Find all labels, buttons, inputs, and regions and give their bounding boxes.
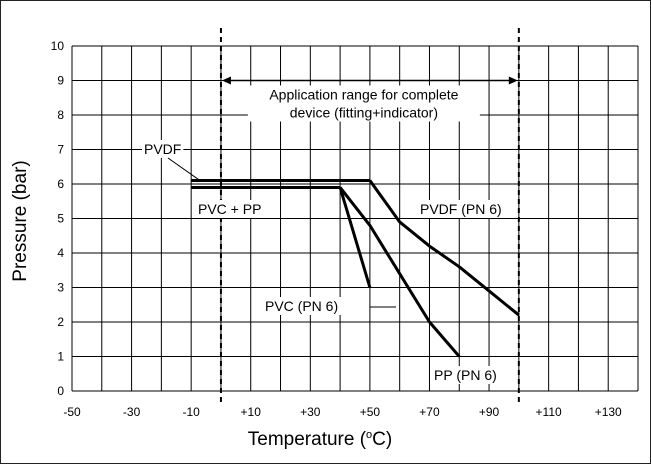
series-pvdf-pn-6 (368, 179, 520, 317)
x-tick-label: +90 (479, 405, 500, 419)
label-pp-pn6: PP (PN 6) (434, 367, 497, 383)
x-axis-title-end: C) (372, 429, 392, 450)
y-tick-label: 3 (57, 281, 64, 295)
arrow-head-right-icon (508, 76, 518, 85)
x-tick-label: +130 (595, 405, 622, 419)
x-tick-label: +70 (419, 405, 440, 419)
y-tick-label: 7 (57, 143, 64, 157)
label-bg-pp-pn6 (431, 366, 500, 384)
x-tick-label: +10 (241, 405, 262, 419)
label-bg-pvc-pp (195, 200, 265, 218)
tick-labels: -50 -30 -10 +10 +30 +50 +70 +90 +110 +130 0 1 2 3 4 5 6 7… (51, 39, 622, 419)
y-tick-label: 6 (57, 177, 64, 191)
label-bg-pvdf-pn6 (417, 200, 505, 218)
label-pvdf: PVDF (144, 141, 181, 157)
annotations: PVDF PVC + PP PVDF (PN 6) PVC (PN 6) PP … (142, 140, 505, 384)
label-pvdf-pn6: PVDF (PN 6) (420, 201, 502, 217)
y-tick-label: 0 (57, 384, 64, 398)
range-label-line2: device (fitting+indicator) (290, 105, 438, 121)
series-pvc-pn-6 (338, 187, 372, 288)
arrow-head-left-icon (221, 76, 231, 85)
x-tick-label: +50 (360, 405, 381, 419)
y-tick-label: 1 (57, 350, 64, 364)
series (191, 179, 520, 358)
y-tick-label: 5 (57, 212, 64, 226)
x-tick-label: -30 (123, 405, 141, 419)
x-tick-label: +110 (536, 405, 562, 419)
x-axis-title-degree: o (366, 429, 372, 441)
x-tick-label: -10 (182, 405, 200, 419)
label-bg-pvc-pn6 (262, 297, 342, 315)
x-axis-title-main: Temperature ( (248, 429, 367, 450)
leader-pvdf (167, 157, 201, 181)
x-axis-title: Temperature (oC) (248, 429, 392, 450)
x-tick-label: +30 (300, 405, 321, 419)
range-label-background (247, 85, 480, 122)
range-label-line1: Application range for complete (269, 87, 458, 103)
y-axis-title: Pressure (bar) (10, 160, 31, 281)
label-bg-pvdf (142, 140, 184, 158)
application-range: Application range for complete device (f… (219, 28, 520, 403)
label-pvc-pp: PVC + PP (198, 201, 261, 217)
series-pp-pn-6 (338, 186, 461, 358)
y-tick-label: 9 (57, 74, 64, 88)
y-tick-label: 4 (57, 246, 64, 260)
y-tick-label: 2 (57, 315, 64, 329)
y-tick-label: 8 (57, 108, 64, 122)
x-tick-label: -50 (63, 405, 81, 419)
y-tick-label: 10 (51, 39, 65, 53)
label-pvc-pn6: PVC (PN 6) (265, 298, 338, 314)
